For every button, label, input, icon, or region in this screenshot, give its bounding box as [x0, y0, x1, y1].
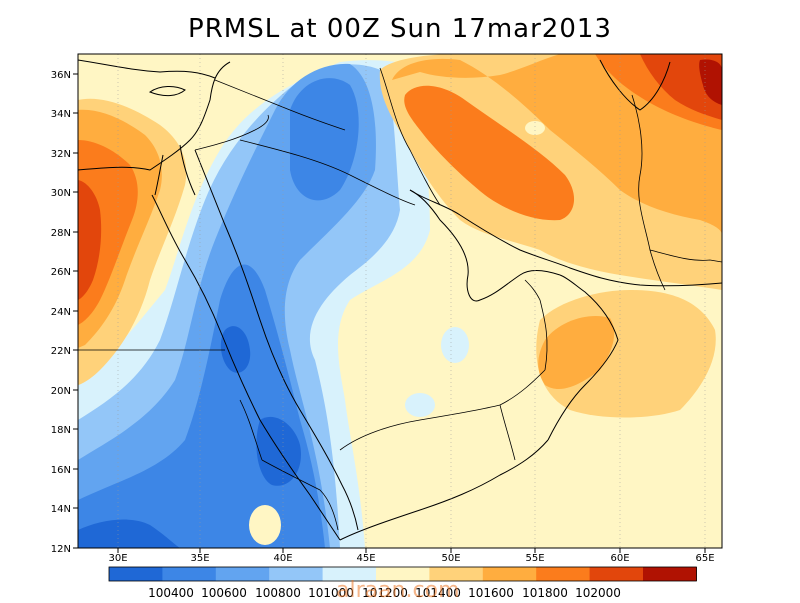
- colorbar-swatches: [108, 566, 697, 582]
- coast-turkey: [78, 59, 216, 79]
- coast-redsea-west: [151, 194, 341, 541]
- xlabel-40e: 40E: [273, 553, 292, 564]
- field-blue-north: [290, 78, 359, 201]
- ylabel-36n: 36N: [51, 70, 71, 81]
- field-deepblue-mid: [220, 326, 251, 373]
- colorbar-swatch: [589, 567, 644, 581]
- colorbar: 100400 100600 100800 101000 101200 10140…: [108, 566, 697, 600]
- field-deepblue: [78, 519, 180, 548]
- coast-caspian: [599, 59, 671, 111]
- colorbar-label-100400: 100400: [148, 586, 194, 600]
- field-orange2-iran: [392, 54, 722, 235]
- colorbar-label-100800: 100800: [255, 586, 301, 600]
- border-saudi-iraq: [239, 139, 416, 206]
- field-yellow-island: [525, 121, 545, 135]
- colorbar-swatch: [482, 567, 537, 581]
- ylabel-28n: 28N: [51, 228, 71, 239]
- colorbar-swatch: [269, 567, 324, 581]
- colorbar-swatch: [429, 567, 484, 581]
- map-title: PRMSL at 00Z Sun 17mar2013: [188, 14, 612, 44]
- ylabel-14n: 14N: [51, 504, 71, 515]
- coast-aden: [339, 439, 549, 541]
- axis-ticks: [73, 73, 706, 553]
- field-orange3-iran: [404, 85, 575, 221]
- coast-gulf-north: [409, 189, 722, 287]
- colorbar-label-101000: 101000: [308, 586, 354, 600]
- x-tick-labels: 30E 35E 40E 45E 50E 55E 60E 65E: [108, 553, 714, 564]
- pressure-field: [78, 54, 722, 548]
- ylabel-22n: 22N: [51, 346, 71, 357]
- coastlines: [78, 59, 722, 541]
- border-iraq-iran: [379, 67, 441, 206]
- coast-redsea-east: [194, 149, 359, 531]
- colorbar-swatch: [376, 567, 430, 581]
- ylabel-30n: 30N: [51, 188, 71, 199]
- ylabel-26n: 26N: [51, 267, 71, 278]
- coast-suez: [154, 154, 164, 196]
- colorbar-labels: 100400 100600 100800 101000 101200 10140…: [148, 586, 621, 600]
- ylabel-18n: 18N: [51, 425, 71, 436]
- border-ethiopia: [261, 459, 339, 531]
- colorbar-label-101600: 101600: [468, 586, 514, 600]
- border-saudi-yemen: [339, 369, 546, 451]
- colorbar-label-101800: 101800: [522, 586, 568, 600]
- ylabel-20n: 20N: [51, 386, 71, 397]
- colorbar-label-101200: 101200: [362, 586, 408, 600]
- colorbar-label-102000: 102000: [575, 586, 621, 600]
- coast-oman: [547, 274, 619, 441]
- colorbar-swatch: [215, 567, 270, 581]
- watermark-text: alraan.com: [336, 578, 460, 603]
- y-tick-labels: 36N 34N 32N 30N 28N 26N 24N 22N 20N 18N …: [51, 70, 71, 555]
- colorbar-outline: [108, 566, 697, 582]
- xlabel-55e: 55E: [525, 553, 544, 564]
- xlabel-30e: 30E: [108, 553, 127, 564]
- border-iran-afg: [631, 94, 666, 291]
- xlabel-45e: 45E: [356, 553, 375, 564]
- field-cyan-patch2: [405, 393, 435, 417]
- border-yemen-oman: [499, 404, 516, 461]
- ylabel-34n: 34N: [51, 109, 71, 120]
- map-frame: [77, 53, 723, 549]
- ylabel-24n: 24N: [51, 307, 71, 318]
- field-yellow-red: [249, 505, 281, 545]
- coast-gulf-south: [409, 189, 561, 302]
- coast-sinai: [179, 144, 196, 196]
- ylabel-12n: 12N: [51, 544, 71, 555]
- colorbar-swatch: [536, 567, 591, 581]
- xlabel-50e: 50E: [441, 553, 460, 564]
- colorbar-swatch: [643, 567, 697, 581]
- border-afg-pak: [649, 249, 722, 263]
- coast-cyprus: [148, 86, 186, 97]
- coast-levant: [78, 61, 231, 171]
- colorbar-label-100600: 100600: [201, 586, 247, 600]
- ylabel-16n: 16N: [51, 465, 71, 476]
- field-cyan-patch: [441, 327, 469, 363]
- field-red-west: [78, 180, 102, 300]
- xlabel-65e: 65E: [695, 553, 714, 564]
- colorbar-swatch: [322, 567, 377, 581]
- border-sudan-eritrea: [239, 399, 263, 461]
- xlabel-35e: 35E: [190, 553, 209, 564]
- border-saudi-uae: [524, 279, 548, 371]
- field-blue: [78, 264, 325, 548]
- borders: [78, 67, 722, 531]
- colorbar-swatch: [162, 567, 217, 581]
- xlabel-60e: 60E: [610, 553, 629, 564]
- field-deepblue-south: [256, 416, 301, 486]
- ylabel-32n: 32N: [51, 149, 71, 160]
- border-syria: [214, 79, 346, 131]
- colorbar-swatch: [109, 567, 163, 581]
- colorbar-label-101400: 101400: [415, 586, 461, 600]
- field-orange2-se: [538, 316, 615, 390]
- border-jordan: [194, 114, 269, 151]
